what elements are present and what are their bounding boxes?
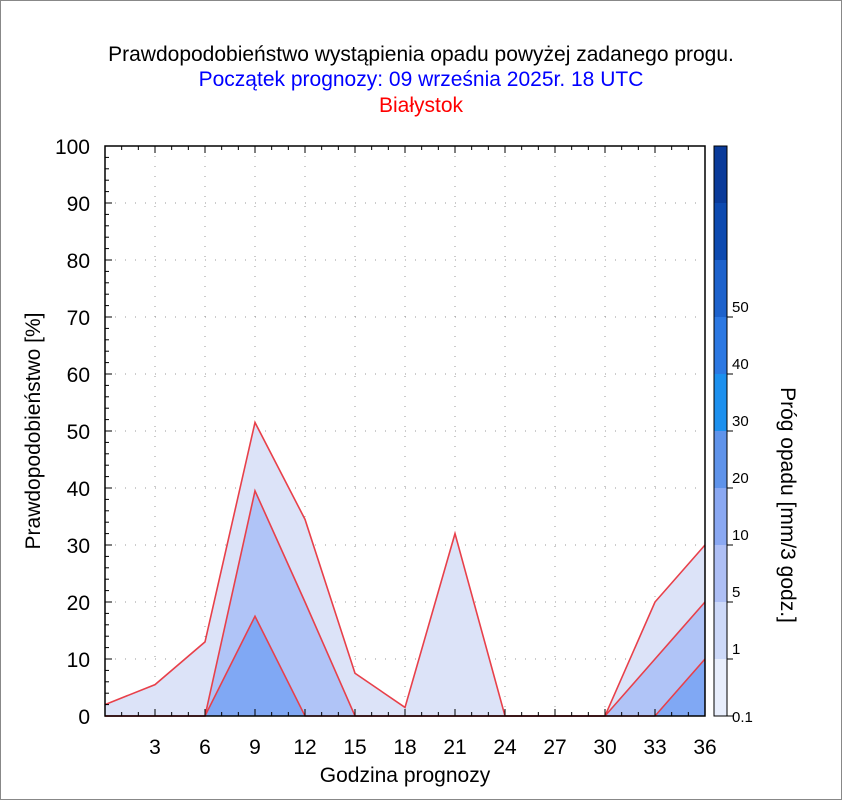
colorbar-segment [714, 659, 727, 716]
colorbar-tick-label: 40 [732, 356, 749, 373]
x-tick-label: 12 [293, 736, 316, 759]
y-tick-label: 100 [55, 136, 90, 159]
colorbar-segment [714, 431, 727, 488]
colorbar-tick-label: 50 [732, 299, 749, 316]
x-tick-label: 6 [199, 736, 211, 759]
area-layer [105, 422, 705, 716]
colorbar-tick-label: 30 [732, 413, 749, 430]
y-tick-label: 30 [67, 535, 90, 558]
x-tick-label: 36 [693, 736, 716, 759]
location-label: Białystok [378, 94, 464, 117]
y-tick-label: 50 [67, 421, 90, 444]
colorbar-segment [714, 260, 727, 317]
colorbar-tick-label: 20 [732, 470, 749, 487]
grid-layer [105, 146, 705, 716]
colorbar-segment [714, 374, 727, 431]
colorbar-segment [714, 602, 727, 659]
y-axis-label: Prawdopodobieństwo [%] [22, 313, 45, 550]
tick-layer: 3 6 9 12 15 18 21 24 27 30 33 360102030405060708090… [55, 136, 717, 759]
colorbar-segment [714, 488, 727, 545]
y-tick-label: 90 [67, 193, 90, 216]
colorbar-segment [714, 146, 727, 203]
colorbar-tick-label: 0.1 [732, 709, 753, 726]
area-series-2 [105, 616, 705, 716]
colorbar-tick-label: 10 [732, 527, 749, 544]
x-tick-label: 30 [593, 736, 616, 759]
y-tick-label: 60 [67, 364, 90, 387]
x-tick-label: 21 [443, 736, 466, 759]
colorbar-tick-label: 1 [732, 641, 740, 658]
y-tick-label: 40 [67, 478, 90, 501]
chart-subtitle: Początek prognozy: 09 września 2025r. 18… [198, 68, 644, 91]
colorbar-segment [714, 545, 727, 602]
x-tick-label: 18 [393, 736, 416, 759]
x-tick-label: 24 [493, 736, 517, 759]
colorbar: 0.1 1 5 10 20 30 40 50 [713, 145, 753, 726]
x-tick-label: 15 [343, 736, 366, 759]
y-tick-label: 10 [67, 649, 90, 672]
y-tick-label: 70 [67, 307, 90, 330]
chart-title: Prawdopodobieństwo wystąpienia opadu pow… [108, 43, 734, 66]
x-tick-label: 3 [149, 736, 161, 759]
colorbar-segment [714, 317, 727, 374]
colorbar-segment [714, 203, 727, 260]
x-tick-label: 33 [643, 736, 666, 759]
y-tick-label: 20 [67, 592, 90, 615]
y-tick-label: 80 [67, 250, 90, 273]
x-axis-label: Godzina prognozy [320, 764, 491, 787]
y-tick-label: 0 [78, 706, 90, 729]
colorbar-tick-label: 5 [732, 584, 740, 601]
x-tick-label: 27 [543, 736, 566, 759]
x-tick-label: 9 [249, 736, 261, 759]
colorbar-label: Próg opadu [mm/3 godz.] [776, 387, 799, 623]
